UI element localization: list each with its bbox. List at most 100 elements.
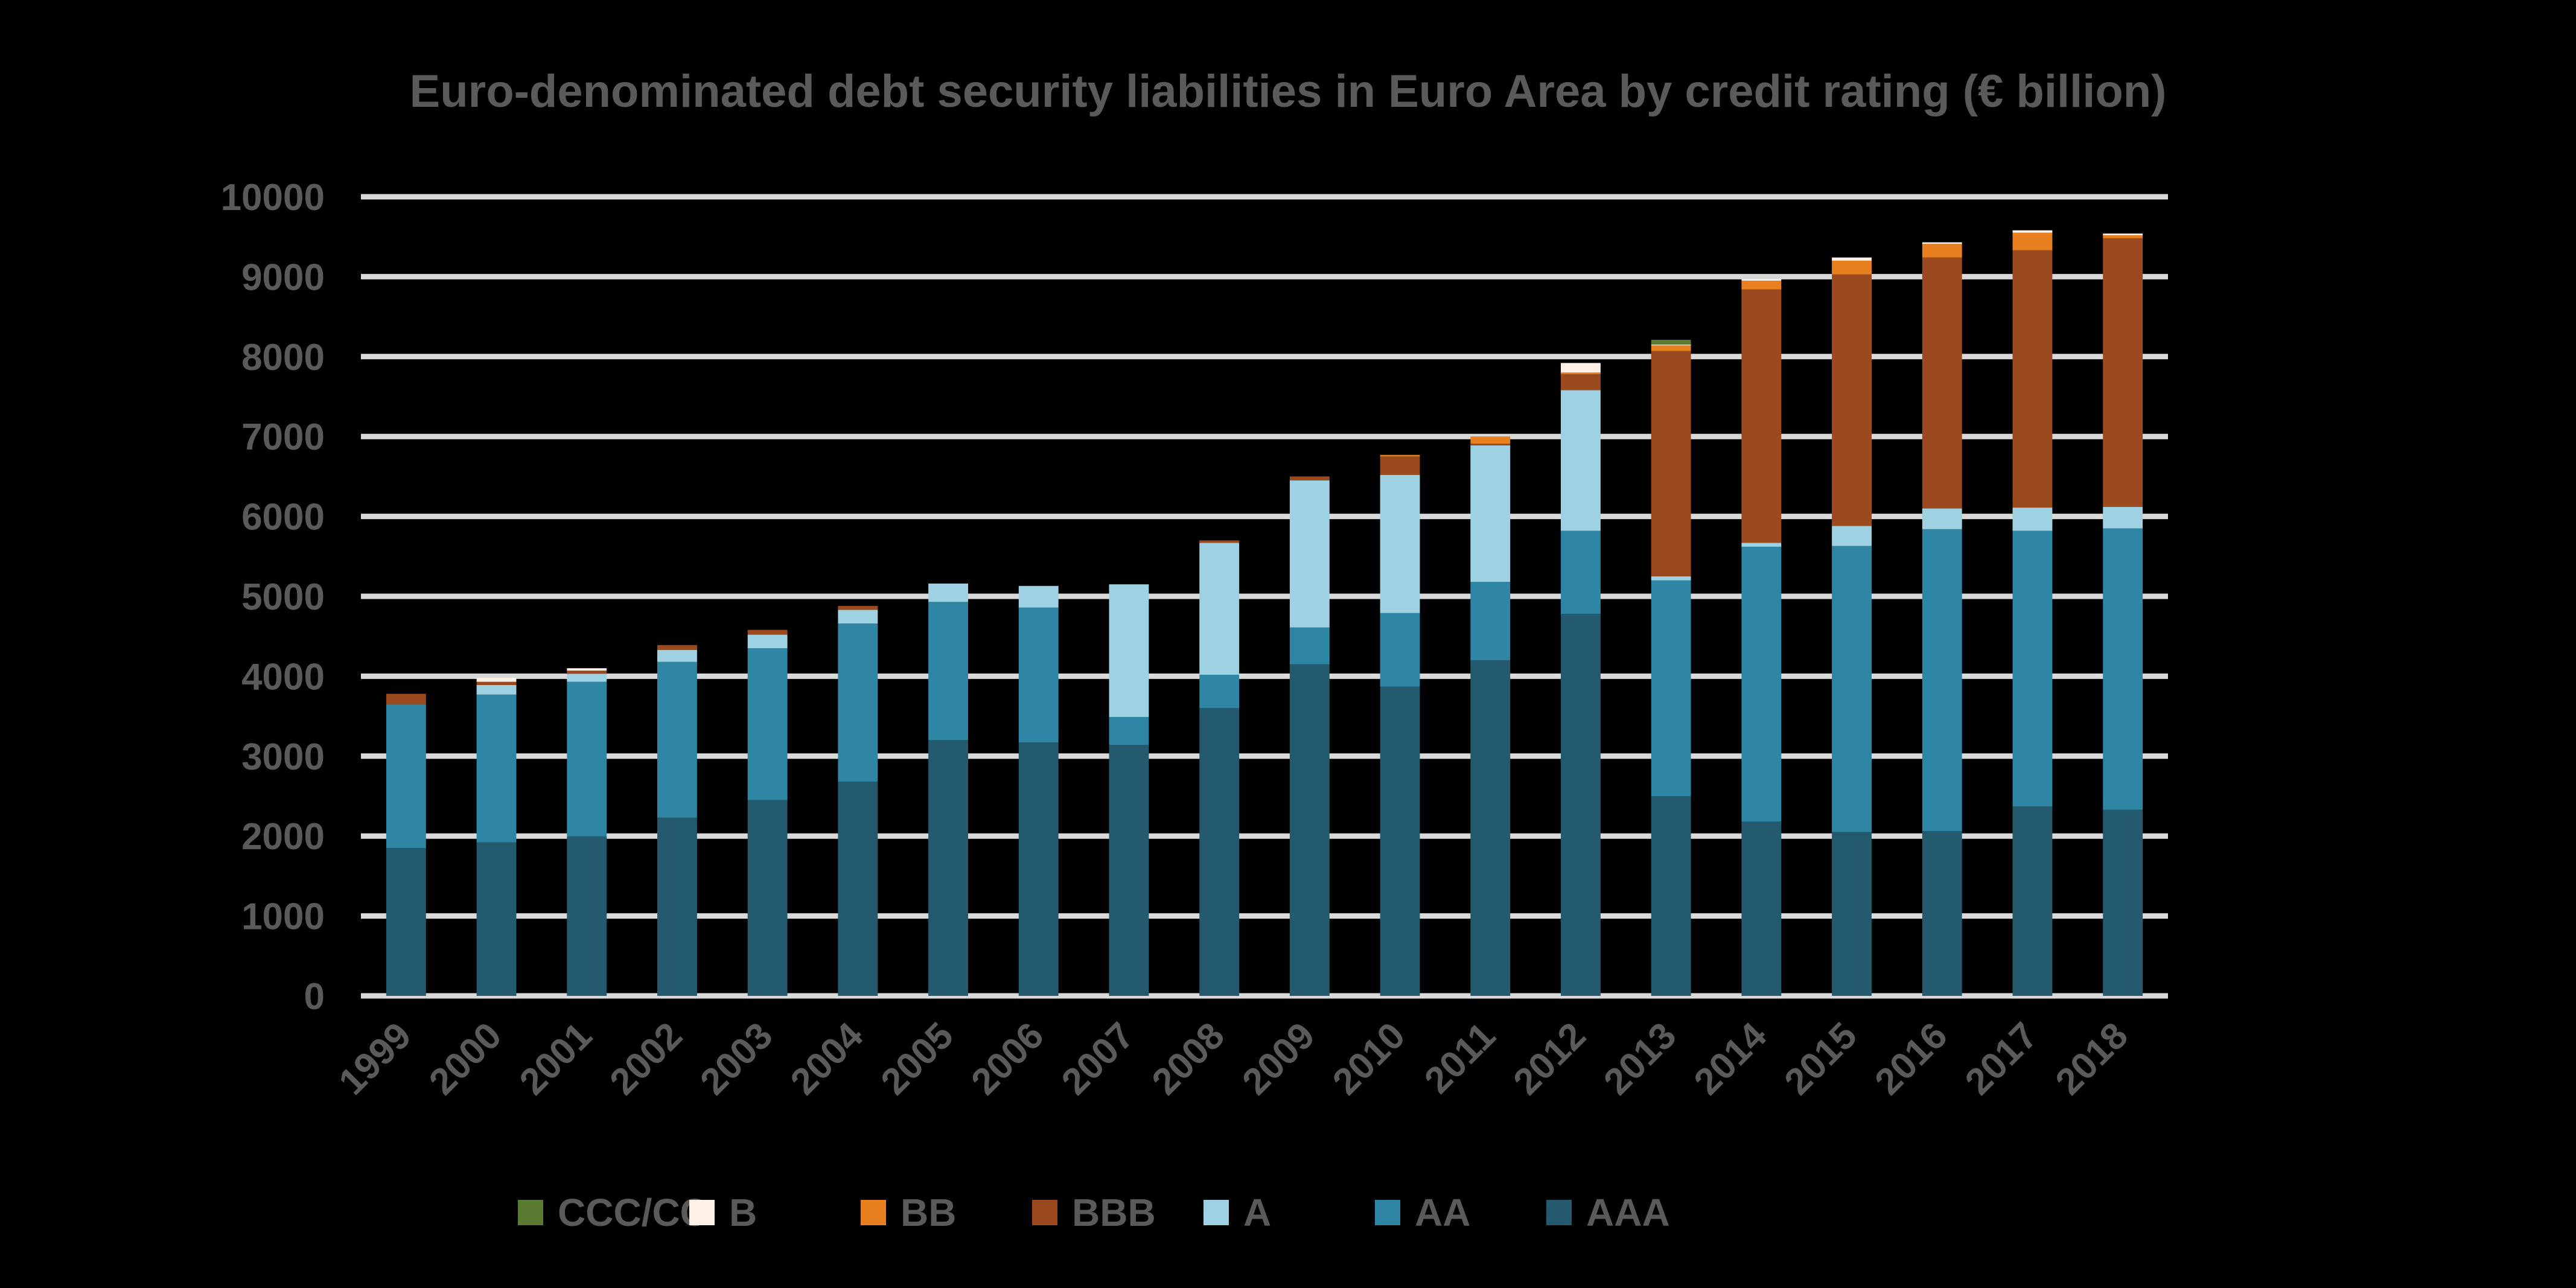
bar-segment-bb-2018 <box>2103 235 2143 238</box>
bar-segment-bbb-2002 <box>657 645 697 650</box>
bar-segment-a-2006 <box>1018 585 1059 608</box>
bar-segment-bbb-2000 <box>476 681 517 685</box>
bar-segment-a-2000 <box>476 684 517 695</box>
legend-swatch <box>1204 1200 1229 1225</box>
bar-segment-a-2005 <box>928 583 968 602</box>
bar-segment-aaa-2007 <box>1109 745 1149 996</box>
bar-segment-aa-1999 <box>386 704 426 849</box>
bar-segment-bbb-2009 <box>1289 476 1330 481</box>
bar-segment-aaa-2006 <box>1018 742 1059 996</box>
bar-segment-bb-2010 <box>1380 454 1420 457</box>
bar-segment-aa-2014 <box>1741 546 1782 822</box>
legend-swatch <box>1546 1200 1572 1225</box>
legend-label: BBB <box>1072 1191 1156 1234</box>
bar-segment-bb-2014 <box>1741 281 1782 290</box>
x-tick-label: 2004 <box>783 1015 872 1103</box>
bar-segment-aa-2006 <box>1018 607 1059 743</box>
legend-label: AAA <box>1586 1191 1670 1234</box>
x-tick-label: 2010 <box>1325 1015 1413 1103</box>
bar-segment-aa-2010 <box>1380 613 1420 687</box>
legend-swatch <box>689 1200 715 1225</box>
bar-segment-b-2014 <box>1741 279 1782 281</box>
bar-segment-b-2000 <box>476 678 517 682</box>
bar-segment-aa-2002 <box>657 662 697 818</box>
bar-segment-bb-2013 <box>1651 345 1691 351</box>
bar-segment-aa-2009 <box>1289 627 1330 665</box>
bar-segment-aa-2017 <box>2012 531 2053 807</box>
bar-segment-aaa-2016 <box>1922 831 1962 996</box>
legend-item-bb: BB <box>861 1190 956 1235</box>
x-axis-tick-labels: 1999 2000 2001 2002 2003 2004 2005 2006 2007 2008… <box>331 1015 2136 1103</box>
bar-segment-aaa-2009 <box>1289 664 1330 996</box>
bar-segment-aaa-2005 <box>928 740 968 996</box>
bar-segment-aa-2000 <box>476 694 517 843</box>
bar-segment-b-2016 <box>1922 242 1962 244</box>
bar-segment-a-2015 <box>1832 526 1872 546</box>
bar-segment-b-2017 <box>2012 230 2053 233</box>
bar-segment-bbb-2004 <box>838 605 878 610</box>
bar-segment-a-2018 <box>2103 506 2143 529</box>
x-tick-label: 2012 <box>1506 1015 1594 1103</box>
bar-segment-bbb-1999 <box>386 693 426 704</box>
bar-segment-bb-2015 <box>1832 260 1872 275</box>
bar-segment-bbb-2018 <box>2103 238 2143 507</box>
bar-segment-aaa-2018 <box>2103 809 2143 996</box>
legend: CCC/CC B BB BBB A AA AAA <box>0 1190 2576 1239</box>
bar-segment-a-2014 <box>1741 543 1782 547</box>
bar-segment-bbb-2010 <box>1380 456 1420 475</box>
legend-label: AA <box>1415 1191 1471 1234</box>
legend-item-aaa: AAA <box>1546 1190 1670 1235</box>
bar-segment-aa-2001 <box>567 681 607 837</box>
bar-segment-aaa-2000 <box>476 842 517 996</box>
bar-segment-bbb-2008 <box>1199 540 1240 543</box>
bar-segment-aaa-2010 <box>1380 686 1420 996</box>
bar-segment-aa-2013 <box>1651 580 1691 796</box>
bar-segment-a-2009 <box>1289 480 1330 628</box>
x-tick-label: 2014 <box>1686 1015 1775 1103</box>
bar-segment-bbb-2014 <box>1741 289 1782 543</box>
legend-label: A <box>1243 1191 1272 1234</box>
bar-segment-bbb-2001 <box>567 671 607 674</box>
legend-item-b: B <box>689 1190 757 1235</box>
x-tick-label: 2016 <box>1867 1015 1955 1103</box>
legend-label: BB <box>901 1191 957 1234</box>
y-tick-label: 6000 <box>241 497 325 538</box>
bar-segment-a-2001 <box>567 674 607 682</box>
bar-segment-aa-2003 <box>747 648 788 800</box>
bar-segment-aa-2005 <box>928 602 968 741</box>
y-tick-label: 3000 <box>241 736 325 778</box>
bar-segment-bbb-2011 <box>1470 444 1511 445</box>
y-tick-label: 7000 <box>241 416 325 458</box>
y-tick-label: 10000 <box>221 177 325 218</box>
x-tick-label: 2000 <box>421 1015 509 1103</box>
bar-segment-a-2002 <box>657 649 697 662</box>
bar-segment-b-2001 <box>567 668 607 671</box>
x-tick-label: 1999 <box>331 1015 419 1103</box>
x-tick-label: 2009 <box>1234 1015 1322 1103</box>
legend-label: CCC/CC <box>558 1191 708 1234</box>
legend-label: B <box>729 1191 757 1234</box>
bar-segment-b-2012 <box>1561 363 1601 373</box>
bar-segment-aaa-2015 <box>1832 832 1872 996</box>
y-tick-label: 9000 <box>241 257 325 298</box>
bar-segment-a-2013 <box>1651 576 1691 581</box>
x-tick-label: 2003 <box>692 1015 780 1103</box>
bar-segment-bb-2017 <box>2012 232 2053 250</box>
bar-segment-aa-2008 <box>1199 674 1240 709</box>
bar-segment-bbb-2003 <box>747 630 788 635</box>
bar-segment-a-2011 <box>1470 445 1511 582</box>
bar-segment-bbb-2016 <box>1922 257 1962 509</box>
bar-segment-aa-2011 <box>1470 582 1511 660</box>
gridlines <box>361 194 2168 999</box>
y-tick-label: 5000 <box>241 576 325 618</box>
bar-segment-aa-2018 <box>2103 528 2143 810</box>
bar-segment-bb-2012 <box>1561 372 1601 374</box>
bar-segment-a-2003 <box>747 634 788 649</box>
y-axis-tick-labels: 0 1000 2000 3000 4000 5000 6000 7000 8000 9000 100… <box>221 177 325 1018</box>
x-tick-label: 2013 <box>1596 1015 1684 1103</box>
bar-segment-aaa-1999 <box>386 848 426 996</box>
bar-segment-a-2012 <box>1561 390 1601 531</box>
y-tick-label: 8000 <box>241 337 325 378</box>
x-tick-label: 2006 <box>963 1015 1051 1103</box>
x-tick-label: 2017 <box>1957 1015 2045 1103</box>
